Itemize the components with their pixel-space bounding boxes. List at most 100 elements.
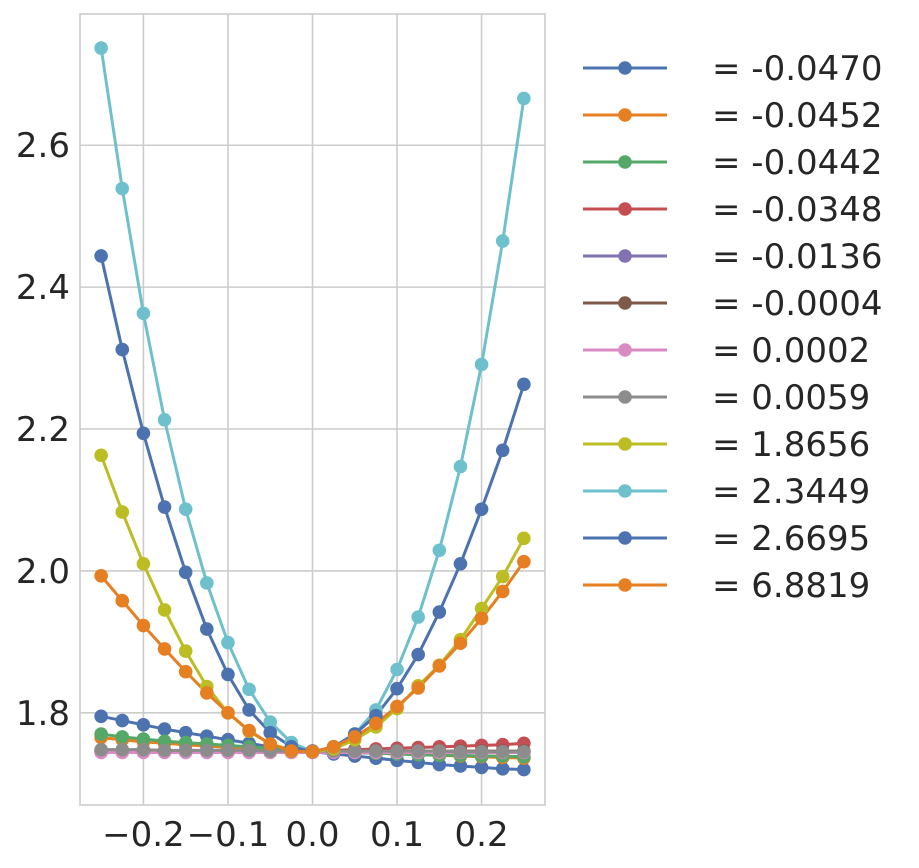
data-point [115, 730, 130, 744]
data-point [495, 234, 510, 248]
legend-marker [618, 390, 632, 404]
data-point [115, 181, 130, 196]
data-point [242, 682, 256, 697]
legend-label: = -0.0452 [712, 96, 883, 136]
legend-label: = 2.6695 [712, 519, 870, 559]
legend-label: = 2.3449 [712, 472, 870, 512]
legend-marker [618, 249, 632, 263]
data-point [453, 759, 468, 773]
x-tick-label: 0.2 [455, 815, 509, 855]
data-point [347, 744, 362, 758]
data-point [411, 744, 425, 758]
data-point [517, 91, 531, 106]
legend-item: = -0.0442 [583, 143, 883, 183]
legend-marker [618, 155, 632, 169]
data-point [263, 715, 278, 729]
data-point [221, 705, 235, 720]
data-point [474, 502, 489, 516]
data-point [432, 744, 447, 758]
legend-item: = 2.6695 [583, 519, 870, 559]
data-point [495, 744, 510, 759]
data-point [94, 742, 108, 757]
data-point [178, 664, 193, 679]
data-point [432, 543, 447, 558]
data-point [200, 622, 214, 636]
data-point [305, 744, 320, 759]
data-point [94, 569, 108, 583]
data-point [115, 505, 130, 519]
data-point [495, 569, 510, 584]
legend: = -0.0470 = -0.0452 = -0.0442 = -0.0348 = -0… [583, 49, 883, 606]
legend-marker [618, 343, 632, 357]
data-point [136, 732, 151, 746]
legend-label: = -0.0442 [712, 143, 883, 183]
data-point [517, 744, 531, 759]
legend-item: = -0.0136 [583, 237, 883, 277]
data-point [115, 342, 130, 357]
legend-item: = 1.8656 [583, 425, 870, 465]
x-tick-label: 0.1 [370, 815, 424, 855]
data-point [517, 377, 531, 392]
legend-item: = 0.0002 [583, 331, 870, 371]
data-point [474, 601, 489, 616]
data-point [495, 584, 510, 599]
data-point [411, 647, 425, 662]
legend-label: = 1.8656 [712, 425, 870, 465]
data-point [517, 531, 531, 546]
data-point [242, 743, 256, 758]
data-point [390, 744, 404, 758]
x-axis-ticks: −0.2 −0.1 0.0 0.1 0.2 [102, 815, 509, 855]
data-point [453, 744, 468, 759]
data-point [221, 667, 235, 682]
data-point [94, 709, 108, 724]
data-point [178, 502, 193, 516]
data-point [178, 565, 193, 580]
data-point [136, 618, 151, 633]
data-point [200, 576, 214, 590]
data-point [136, 742, 151, 757]
legend-item: = -0.0004 [583, 284, 883, 324]
data-point [178, 725, 193, 740]
x-tick-label: −0.2 [102, 815, 185, 855]
data-point [432, 605, 447, 619]
data-point [474, 611, 489, 626]
data-point [284, 744, 299, 758]
plot-border [79, 13, 546, 806]
legend-marker [618, 202, 632, 216]
data-point [474, 760, 489, 775]
data-point [517, 762, 531, 777]
data-point [453, 556, 468, 571]
legend-label: = -0.0136 [712, 237, 883, 277]
y-tick-label: 2.4 [16, 268, 70, 308]
legend-marker [618, 437, 632, 451]
data-point [411, 681, 425, 695]
data-point [517, 554, 531, 569]
legend-item: = -0.0452 [583, 96, 883, 136]
legend-item: = -0.0470 [583, 49, 883, 89]
y-tick-label: 2.2 [16, 410, 70, 450]
data-point [221, 743, 235, 758]
data-point [495, 762, 510, 776]
data-point [136, 718, 151, 732]
x-tick-label: 0.0 [285, 815, 339, 855]
data-point [178, 743, 193, 758]
data-point [263, 725, 278, 740]
legend-label: = 0.0002 [712, 331, 870, 371]
legend-marker [618, 484, 632, 498]
data-point [411, 610, 425, 624]
data-point [221, 635, 235, 650]
legend-label: = 0.0059 [712, 378, 870, 418]
data-point [453, 459, 468, 474]
data-point [263, 737, 278, 751]
data-point [369, 744, 383, 758]
data-point [432, 659, 447, 673]
plot-frame [79, 13, 546, 806]
data-point [136, 556, 151, 571]
series-markers [94, 41, 531, 777]
data-point [157, 642, 172, 656]
y-tick-label: 2.6 [16, 126, 70, 166]
x-tick-label: −0.1 [187, 815, 270, 855]
data-point [157, 412, 172, 427]
legend-item: = 0.0059 [583, 378, 870, 418]
